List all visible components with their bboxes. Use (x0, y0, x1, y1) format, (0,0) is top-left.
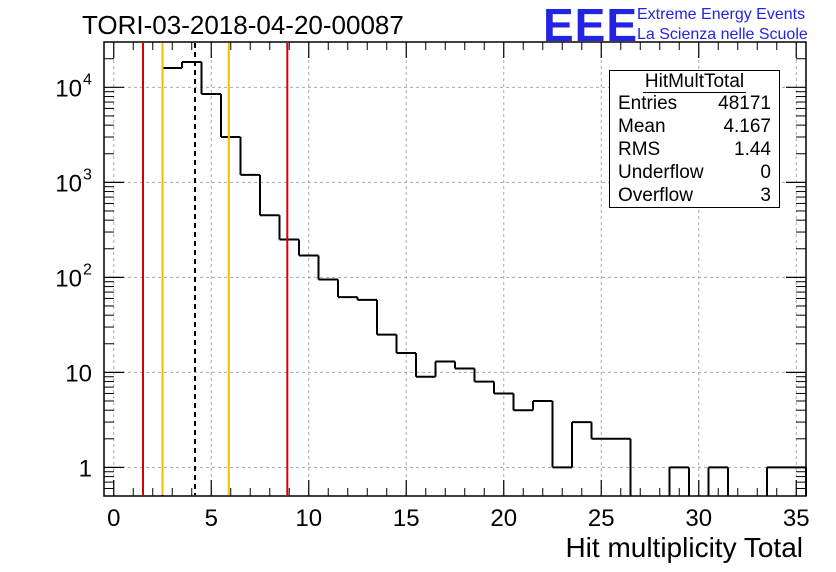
histogram-bin (220, 94, 241, 139)
y-tick-label: 10 (55, 265, 82, 292)
stats-row-entries: Entries 48171 (618, 93, 771, 115)
histogram-bin (259, 174, 280, 217)
stats-row-rms: RMS 1.44 (618, 139, 771, 161)
stats-row-overflow: Overflow 3 (618, 185, 771, 207)
x-tick-label: 30 (685, 505, 712, 532)
histogram-bin (532, 399, 553, 411)
x-tick-label: 35 (783, 505, 810, 532)
plot-frame (103, 41, 807, 497)
histogram-bin (200, 61, 221, 96)
histogram-bin (161, 66, 182, 496)
histogram-bin (278, 215, 299, 241)
histogram-bin (473, 368, 494, 383)
stats-label: Mean (618, 116, 666, 137)
histogram-bin (512, 393, 533, 412)
stats-label: Entries (618, 93, 678, 114)
logo-subtitle-1: Extreme Energy Events (637, 6, 806, 23)
y-tick-label: 1 (79, 455, 92, 482)
logo-subtitle-2: La Scienza nelle Scuole (637, 26, 808, 43)
stats-value: 3 (760, 185, 771, 206)
axis-ticks (104, 41, 806, 497)
histogram-bin (434, 360, 455, 377)
stats-box: HitMultTotal Entries 48171 Mean 4.167 RM… (609, 70, 780, 208)
histogram-bin (337, 279, 358, 299)
x-axis-label: Hit multiplicity Total (565, 532, 803, 563)
x-tick-label: 0 (107, 505, 120, 532)
histogram-bin (590, 422, 611, 440)
histogram-bin (493, 381, 514, 395)
histogram-bin (239, 137, 260, 176)
y-tick-exponent: 3 (83, 166, 92, 183)
x-tick-label: 25 (588, 505, 615, 532)
stats-title: HitMultTotal (642, 71, 747, 93)
histogram-bin (766, 466, 787, 496)
histogram-bin (415, 352, 436, 378)
x-tick-label: 5 (205, 505, 218, 532)
histogram-bin (551, 400, 572, 469)
stats-value: 4.167 (723, 116, 771, 137)
y-tick-exponent: 2 (83, 261, 92, 278)
histogram-bin (571, 421, 592, 468)
stats-row-mean: Mean 4.167 (618, 116, 771, 138)
stats-row-underflow: Underflow 0 (618, 162, 771, 184)
histogram-bin (707, 466, 728, 496)
stats-value: 48171 (718, 93, 771, 114)
marker-lines (142, 43, 289, 495)
x-tick-label: 10 (295, 505, 322, 532)
plot-title: TORI-03-2018-04-20-00087 (82, 10, 404, 40)
x-tick-label: 20 (490, 505, 517, 532)
histogram-bin (376, 299, 397, 336)
x-tick-label: 15 (393, 505, 420, 532)
y-tick-exponent: 4 (83, 71, 92, 88)
histogram-bin (454, 361, 475, 370)
stats-label: RMS (618, 139, 661, 160)
histogram-bin (395, 334, 416, 354)
histogram-bin (668, 466, 689, 496)
eee-logo: EEE Extreme Energy Events La Scienza nel… (543, 0, 833, 51)
y-tick-label: 10 (65, 360, 92, 387)
y-tick-label: 10 (55, 170, 82, 197)
histogram-bin (317, 255, 338, 281)
stats-value: 0 (760, 162, 771, 183)
histogram-bin (298, 239, 319, 257)
y-tick-label: 10 (55, 75, 82, 102)
eee-logo-mark: EEE (543, 0, 639, 51)
histogram-bin (181, 60, 202, 68)
histogram-bin (356, 297, 377, 301)
stats-value: 1.44 (734, 139, 771, 160)
grid-lines (104, 42, 806, 496)
stats-label: Underflow (618, 162, 704, 183)
stats-label: Overflow (618, 185, 693, 206)
